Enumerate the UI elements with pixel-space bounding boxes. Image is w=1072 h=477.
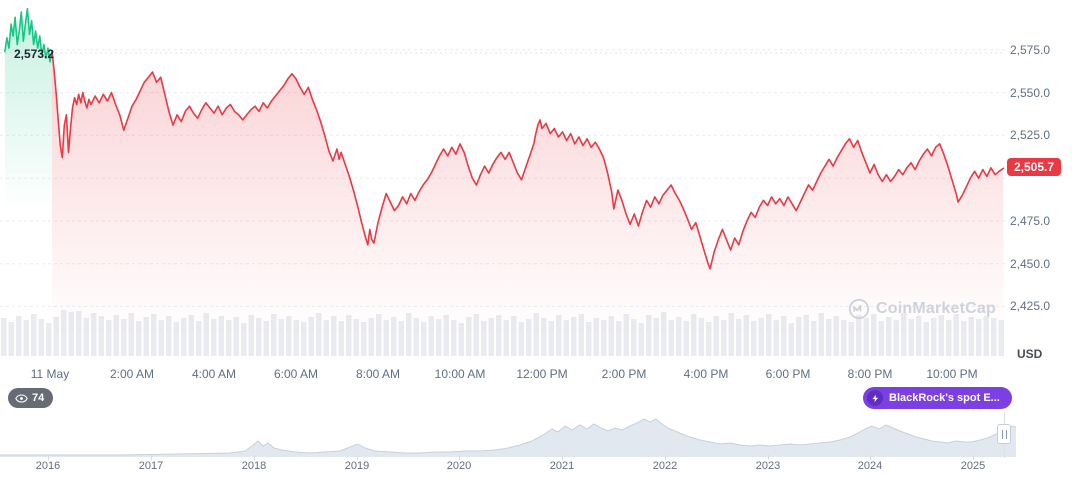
time-label: 12:00 PM [516, 367, 568, 381]
year-tick [459, 455, 460, 460]
year-tick [48, 455, 49, 460]
main-chart[interactable] [0, 0, 1072, 362]
time-label: 10:00 AM [434, 367, 486, 381]
price-area-green [4, 8, 52, 356]
y-axis-label: 2,550.0 [1010, 86, 1051, 100]
time-label: 6:00 AM [273, 367, 319, 381]
price-line-green [4, 7, 53, 63]
views-badge[interactable]: 74 [8, 388, 54, 408]
year-label: 2022 [652, 460, 678, 472]
year-tick [665, 455, 666, 460]
time-label: 4:00 PM [683, 367, 729, 381]
eye-icon [15, 393, 28, 403]
year-tick [151, 455, 152, 460]
time-label: 2:00 PM [601, 367, 647, 381]
year-tick [870, 455, 871, 460]
time-label: 2:00 AM [109, 367, 155, 381]
year-label: 2024 [857, 460, 883, 472]
watermark-text: CoinMarketCap [876, 300, 996, 317]
watermark: CoinMarketCap [848, 298, 996, 320]
year-label: 2020 [446, 460, 472, 472]
year-tick [254, 455, 255, 460]
lightning-icon [867, 390, 883, 406]
open-price-label: 2,573.2 [14, 47, 55, 61]
year-label: 2017 [138, 460, 164, 472]
y-axis-label: 2,575.0 [1010, 43, 1051, 57]
year-label: 2018 [241, 460, 267, 472]
year-tick [357, 455, 358, 460]
usd-label: USD [1017, 347, 1043, 361]
navigator-chart[interactable] [0, 412, 1016, 458]
year-tick [973, 455, 974, 460]
year-label: 2016 [35, 460, 61, 472]
views-count: 74 [32, 392, 45, 404]
year-label: 2021 [549, 460, 575, 472]
time-label: 11 May [30, 367, 70, 381]
news-label: BlackRock's spot E... [889, 392, 1000, 404]
navigator-area [0, 419, 1016, 457]
y-axis-label: 2,425.0 [1010, 299, 1051, 313]
y-axis-label: 2,475.0 [1010, 214, 1051, 228]
year-tick [768, 455, 769, 460]
navigator-handle[interactable] [997, 424, 1011, 444]
price-line-red [51, 50, 1005, 270]
year-label: 2019 [344, 460, 370, 472]
coinmarketcap-logo-icon [848, 298, 870, 320]
time-label: 10:00 PM [926, 367, 978, 381]
time-axis: 11 May 2:00 AM 4:00 AM 6:00 AM 8:00 AM 10:00 … [0, 367, 1010, 383]
year-labels: 2016 2017 2018 2019 2020 2021 2022 2023 2024 2025 [0, 455, 1016, 474]
time-label: 8:00 AM [355, 367, 401, 381]
time-label: 8:00 PM [847, 367, 893, 381]
year-label: 2025 [960, 460, 986, 472]
time-label: 4:00 AM [191, 367, 237, 381]
navigator-line [0, 418, 1016, 456]
year-label: 2023 [755, 460, 781, 472]
year-tick [562, 455, 563, 460]
price-area-red [52, 51, 1004, 356]
current-price-badge: 2,505.7 [1007, 158, 1062, 176]
time-label: 6:00 PM [765, 367, 811, 381]
y-axis-label: 2,450.0 [1010, 257, 1051, 271]
y-axis-label: 2,525.0 [1010, 128, 1051, 142]
news-badge[interactable]: BlackRock's spot E... [863, 387, 1012, 409]
